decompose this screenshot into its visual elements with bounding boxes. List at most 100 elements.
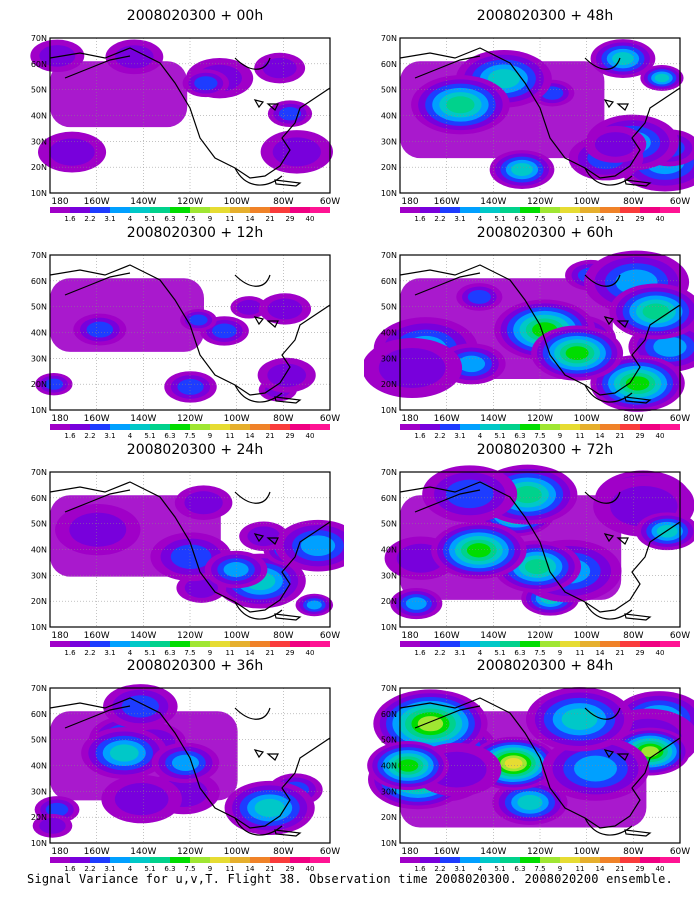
colorbar-swatch — [50, 857, 70, 863]
colorbar-swatch — [440, 424, 460, 430]
colorbar-label: 1.6 — [64, 865, 76, 873]
lat-label: 40N — [31, 112, 47, 121]
colorbar-swatch — [420, 641, 440, 647]
colorbar-swatch — [500, 641, 520, 647]
colorbar-swatch — [640, 641, 660, 647]
colorbar-swatch — [560, 424, 580, 430]
map-panel-2: 2008020300 + 48h 70N 60N 50N 40N 30N 20N 10N 180… — [364, 8, 694, 223]
colorbar-swatch — [460, 641, 480, 647]
lon-label: 100W — [574, 197, 600, 207]
lon-label: 140W — [480, 197, 506, 207]
colorbar-label: 2.2 — [434, 865, 445, 873]
lon-label: 120W — [527, 197, 553, 207]
variance-map: 70N 60N 50N 40N 30N 20N 10N 180 160W 140W 120W 100W… — [14, 464, 344, 657]
colorbar-label: 29 — [636, 432, 645, 440]
lon-label: 60W — [670, 414, 690, 424]
colorbar-swatch — [250, 207, 270, 213]
colorbar-label: 3.1 — [104, 215, 115, 223]
coastline — [49, 481, 331, 621]
colorbar-swatch — [660, 641, 680, 647]
colorbar-swatch — [640, 207, 660, 213]
colorbar-label: 5.1 — [144, 432, 155, 440]
lat-label: 10N — [31, 406, 47, 415]
colorbar-swatch — [290, 857, 310, 863]
colorbar-swatch — [560, 641, 580, 647]
colorbar-swatch — [210, 424, 230, 430]
colorbar-swatch — [480, 641, 500, 647]
colorbar-swatch — [580, 641, 600, 647]
colorbar-label: 40 — [656, 432, 665, 440]
lat-label: 20N — [31, 380, 47, 389]
colorbar-swatch — [560, 857, 580, 863]
colorbar-swatch — [70, 424, 90, 430]
colorbar-label: 1.6 — [414, 649, 426, 657]
colorbar-swatch — [580, 857, 600, 863]
colorbar-label: 3.1 — [454, 649, 465, 657]
colorbar-label: 29 — [636, 649, 645, 657]
lat-label: 30N — [381, 571, 397, 580]
colorbar-label: 21 — [266, 432, 275, 440]
lon-label: 120W — [527, 847, 553, 857]
colorbar-swatch — [50, 207, 70, 213]
colorbar-label: 6.3 — [164, 865, 175, 873]
colorbar-swatch — [70, 857, 90, 863]
colorbar-label: 29 — [286, 865, 295, 873]
colorbar-label: 9 — [558, 215, 562, 223]
colorbar-swatch — [620, 424, 640, 430]
variance-field — [364, 250, 694, 412]
coastline — [399, 697, 681, 837]
lon-label: 160W — [434, 847, 460, 857]
coastline — [49, 264, 331, 404]
lon-label: 60W — [320, 631, 340, 641]
map-panel-4: 2008020300 + 60h 70N 60N 50N 40N 30N 20N 10N 180… — [364, 225, 694, 440]
lon-label: 140W — [130, 414, 156, 424]
colorbar-swatch — [460, 207, 480, 213]
lon-label: 140W — [480, 631, 506, 641]
colorbar-swatch — [90, 641, 110, 647]
colorbar-label: 29 — [286, 215, 295, 223]
lon-label: 100W — [574, 414, 600, 424]
lat-label: 70N — [381, 34, 397, 43]
colorbar-swatch — [500, 857, 520, 863]
colorbar-label: 14 — [246, 865, 255, 873]
lon-label: 80W — [623, 631, 643, 641]
lat-label: 30N — [31, 137, 47, 146]
lat-label: 10N — [31, 623, 47, 632]
colorbar-swatch — [540, 424, 560, 430]
colorbar-swatch — [150, 207, 170, 213]
colorbar-swatch — [130, 857, 150, 863]
colorbar-label: 40 — [306, 649, 315, 657]
colorbar-label: 6.3 — [164, 215, 175, 223]
map-panel-1: 2008020300 + 00h 70N 60N 50N 40N 30N 20N 10N 180… — [14, 8, 344, 223]
map-panel-8: 2008020300 + 84h 70N 60N 50N 40N 30N 20N 10N 180… — [364, 658, 694, 873]
colorbar-label: 7.5 — [534, 215, 545, 223]
lon-label: 180 — [51, 197, 68, 207]
colorbar-label: 29 — [286, 649, 295, 657]
colorbar-label: 5.1 — [494, 649, 505, 657]
lon-label: 160W — [84, 847, 110, 857]
panel-title: 2008020300 + 24h — [126, 442, 264, 458]
map-panel-6: 2008020300 + 72h 70N 60N 50N 40N 30N 20N 10N 180… — [364, 442, 694, 657]
coastline — [399, 481, 681, 621]
colorbar-label: 9 — [558, 432, 562, 440]
lat-label: 60N — [31, 60, 47, 69]
colorbar-label: 14 — [246, 432, 255, 440]
colorbar-label: 14 — [596, 649, 605, 657]
lat-label: 20N — [31, 163, 47, 172]
colorbar-swatch — [660, 207, 680, 213]
colorbar-label: 7.5 — [534, 649, 545, 657]
colorbar-swatch — [190, 207, 210, 213]
colorbar-swatch — [460, 857, 480, 863]
colorbar-label: 14 — [596, 432, 605, 440]
lon-label: 120W — [527, 414, 553, 424]
lat-label: 70N — [31, 251, 47, 260]
lon-label: 180 — [401, 414, 418, 424]
colorbar-swatch — [70, 207, 90, 213]
lon-label: 80W — [623, 847, 643, 857]
lon-label: 60W — [320, 847, 340, 857]
variance-map: 70N 60N 50N 40N 30N 20N 10N 180 160W 140W 120W 100W… — [364, 680, 694, 873]
colorbar-label: 11 — [226, 215, 235, 223]
lon-label: 180 — [51, 414, 68, 424]
colorbar-label: 9 — [208, 432, 212, 440]
colorbar-swatch — [150, 424, 170, 430]
